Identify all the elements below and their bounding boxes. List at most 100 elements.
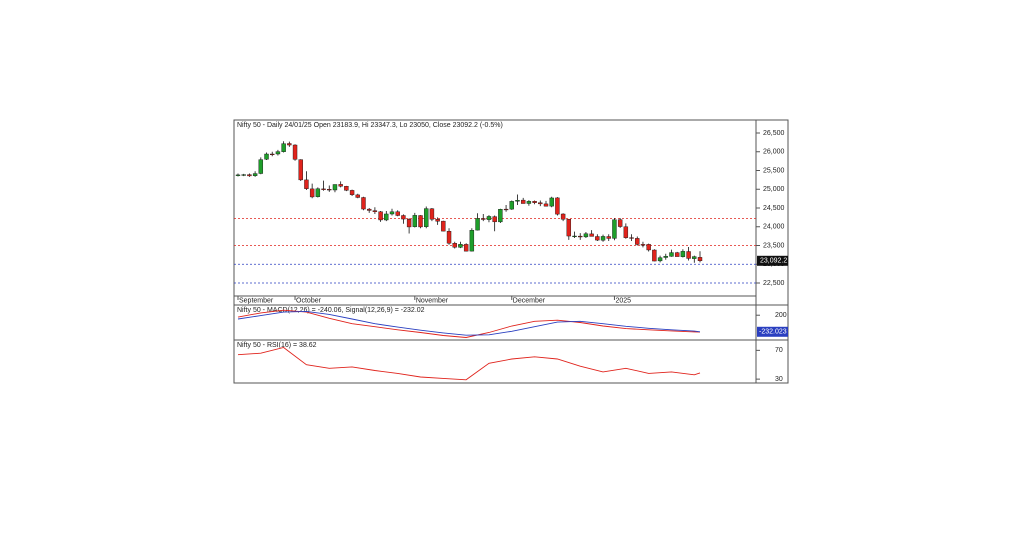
candle-body	[252, 173, 258, 176]
x-tick-label: November	[416, 297, 449, 304]
y-tick-label: 26,500	[763, 130, 785, 137]
candle-body	[583, 233, 589, 238]
candle-body	[412, 215, 418, 227]
candle-body	[315, 188, 321, 197]
candle-body	[617, 219, 623, 227]
candle-body	[481, 218, 486, 220]
candle-body	[270, 153, 275, 156]
candle-body	[429, 208, 435, 220]
candle-body	[355, 194, 360, 198]
candle-body	[384, 213, 389, 221]
panel-title: Nifty 50 - MACD(12,26) = -240.06, Signal…	[237, 307, 425, 314]
candle-body	[646, 244, 651, 251]
candle-body	[287, 143, 292, 146]
candle-body	[401, 215, 406, 220]
candle-body	[463, 244, 469, 252]
candle-body	[344, 186, 349, 191]
candle-body	[475, 218, 480, 231]
candle-body	[578, 235, 583, 238]
candle-body	[338, 184, 343, 187]
panel-title: Nifty 50 - Daily 24/01/25 Open 23183.9, …	[237, 122, 503, 129]
candle-body	[258, 159, 264, 174]
x-tick-label: 2025	[615, 297, 631, 304]
y-tick-label: 200	[775, 312, 787, 319]
candle-body	[657, 257, 663, 262]
candle-body	[441, 220, 446, 232]
candle-body	[304, 179, 309, 189]
y-tick-label: 26,000	[763, 149, 785, 156]
candle-body	[458, 244, 463, 248]
candle-body	[566, 219, 572, 237]
y-tick-label: 24,500	[763, 205, 785, 212]
candle-body	[600, 236, 606, 241]
candle-body	[372, 210, 378, 212]
candle-body	[298, 159, 303, 181]
candle-body	[606, 236, 611, 239]
candle-body	[247, 174, 252, 177]
y-tick-label: 25,000	[763, 186, 785, 193]
candle-body	[543, 203, 549, 207]
candle-body	[309, 188, 315, 198]
candle-body	[435, 219, 440, 222]
x-tick-label: December	[513, 297, 546, 304]
candle-body	[332, 184, 338, 191]
candle-body	[235, 174, 241, 176]
candle-body	[241, 174, 246, 176]
x-tick-label: September	[239, 297, 274, 304]
x-tick-label: October	[296, 297, 322, 304]
candle-body	[509, 201, 514, 210]
candle-body	[424, 208, 429, 227]
candle-body	[669, 252, 674, 257]
y-tick-label: 22,500	[763, 280, 785, 287]
chart-frame	[233, 119, 789, 384]
candle-body	[549, 197, 554, 207]
candle-body	[327, 189, 332, 191]
y-tick-label: 25,500	[763, 167, 785, 174]
last-price-box	[757, 255, 788, 266]
candle-body	[395, 211, 400, 216]
candle-body	[555, 197, 560, 215]
indicator-line	[237, 347, 701, 381]
candle-body	[589, 233, 594, 237]
panel-title: Nifty 50 - RSI(16) = 38.62	[237, 342, 317, 349]
candle-body	[492, 216, 497, 223]
candle-body	[680, 251, 686, 257]
candle-body	[515, 199, 520, 202]
candle-body	[264, 153, 269, 160]
candle-body	[366, 208, 372, 211]
candle-body	[452, 243, 457, 248]
candle-body	[446, 231, 452, 244]
candle-body	[674, 252, 680, 257]
candle-body	[635, 238, 640, 245]
last-value-label: -232.023	[759, 329, 787, 336]
y-tick-label: 30	[775, 376, 783, 383]
candle-body	[275, 151, 281, 155]
indicator-line	[237, 310, 701, 336]
candle-body	[629, 237, 634, 239]
candle-body	[640, 244, 646, 246]
candle-body	[498, 209, 503, 223]
candle-body	[612, 219, 617, 239]
candle-body	[663, 256, 668, 258]
candle-body	[623, 226, 629, 238]
last-price-label: 23,092.2	[760, 258, 787, 265]
candle-body	[378, 211, 383, 221]
candle-body	[292, 144, 298, 160]
y-tick-label: 24,000	[763, 224, 785, 231]
candle-body	[538, 202, 543, 205]
candle-body	[418, 215, 423, 228]
candle-body	[692, 256, 697, 259]
candle-body	[532, 201, 537, 203]
candle-body	[520, 199, 526, 204]
candle-body	[321, 188, 326, 190]
last-value-box	[757, 326, 788, 337]
candle-body	[652, 249, 657, 262]
candle-body	[361, 197, 366, 210]
candle-body	[349, 190, 355, 195]
candle-body	[469, 230, 475, 252]
y-tick-label: 23,500	[763, 242, 785, 249]
candle-body	[486, 216, 492, 220]
candle-body	[595, 236, 600, 241]
